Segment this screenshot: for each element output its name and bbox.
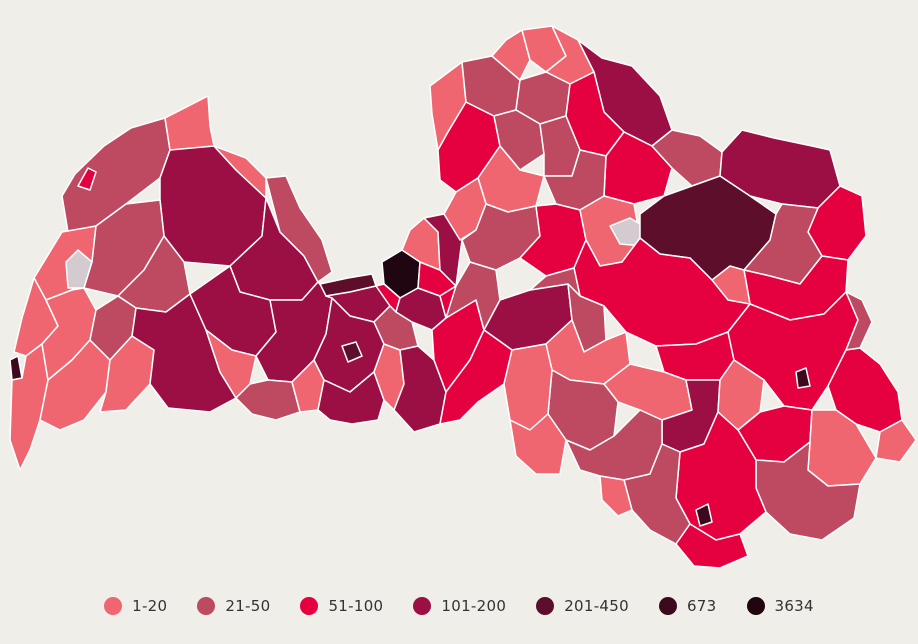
region-rezekne-city[interactable] <box>795 367 811 389</box>
legend-item-1: 1-20 <box>104 597 167 615</box>
legend-swatch-6 <box>658 597 677 615</box>
legend-swatch-1 <box>104 597 123 615</box>
legend-label-4: 101-200 <box>441 597 507 615</box>
legend: 1-20 21-50 51-100 101-200 201-450 673 36… <box>0 586 918 626</box>
region-liepaja-city[interactable] <box>9 355 23 381</box>
legend-label-5: 201-450 <box>564 597 629 615</box>
region-dundaga[interactable] <box>213 145 267 199</box>
legend-item-7: 3634 <box>746 597 814 615</box>
legend-swatch-2 <box>197 597 216 615</box>
choropleth-map <box>9 25 917 569</box>
legend-swatch-7 <box>746 597 765 615</box>
region-daugavpils-s[interactable] <box>675 523 749 569</box>
region-jelgava-city[interactable] <box>341 341 363 363</box>
legend-swatch-5 <box>536 597 555 615</box>
region-zilupe[interactable] <box>875 419 917 463</box>
legend-swatch-3 <box>300 597 319 615</box>
legend-item-2: 21-50 <box>197 597 270 615</box>
legend-label-2: 21-50 <box>225 597 271 615</box>
legend-swatch-4 <box>413 597 432 615</box>
region-daugavpils-city[interactable] <box>695 503 713 527</box>
legend-item-4: 101-200 <box>413 597 506 615</box>
region-cesvaine[interactable] <box>711 265 751 305</box>
legend-item-5: 201-450 <box>536 597 629 615</box>
legend-item-3: 51-100 <box>300 597 383 615</box>
region-ogre-2[interactable] <box>445 261 501 331</box>
legend-label-3: 51-100 <box>328 597 384 615</box>
region-talsi-2[interactable] <box>265 175 333 283</box>
region-small-tip[interactable] <box>77 167 97 191</box>
legend-item-6: 673 <box>658 597 717 615</box>
legend-label-7: 3634 <box>774 597 814 615</box>
legend-label-6: 673 <box>686 597 717 615</box>
region-ilukste[interactable] <box>623 443 691 545</box>
region-subate[interactable] <box>599 475 633 517</box>
region-vieseite[interactable] <box>509 413 567 475</box>
legend-label-1: 1-20 <box>132 597 168 615</box>
